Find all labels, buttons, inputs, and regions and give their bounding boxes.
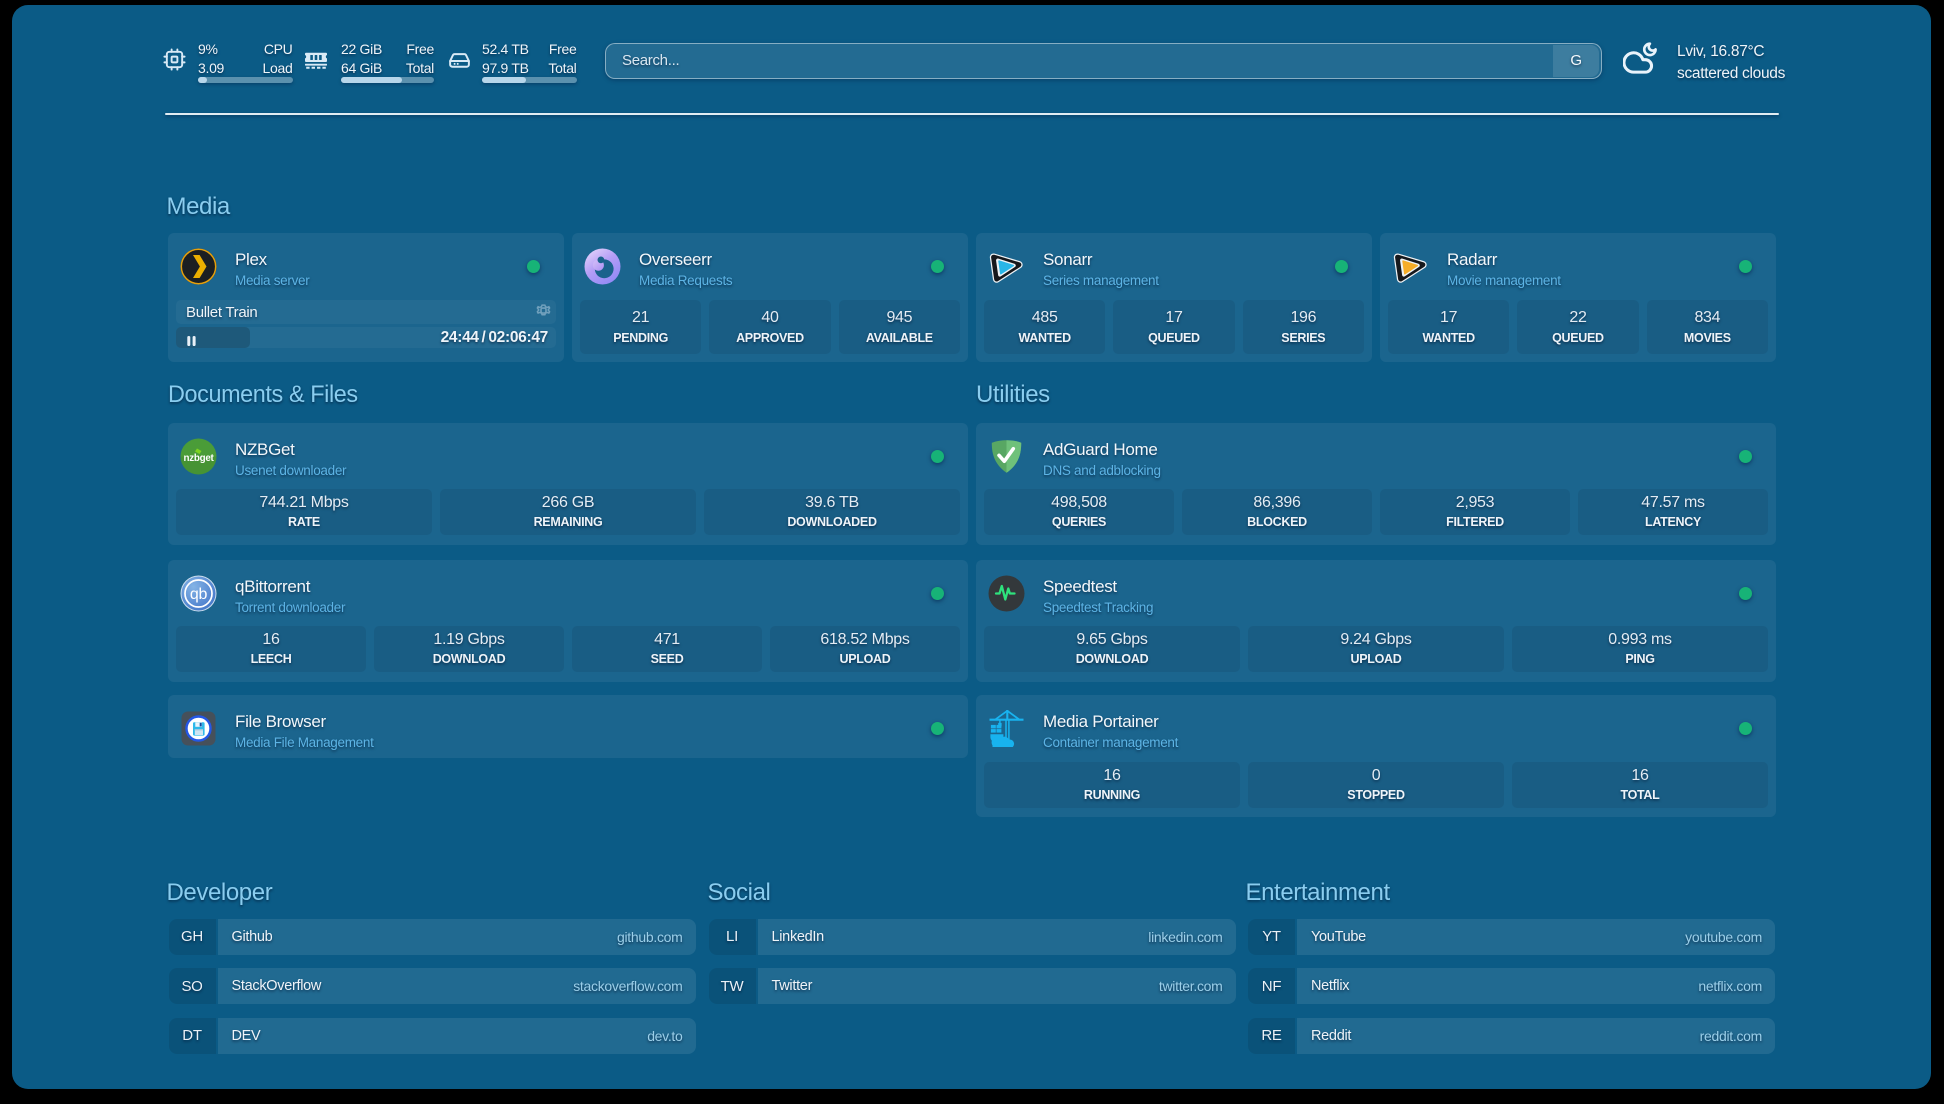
svg-text:qb: qb (190, 586, 208, 603)
svg-text:nzbget: nzbget (184, 452, 215, 464)
